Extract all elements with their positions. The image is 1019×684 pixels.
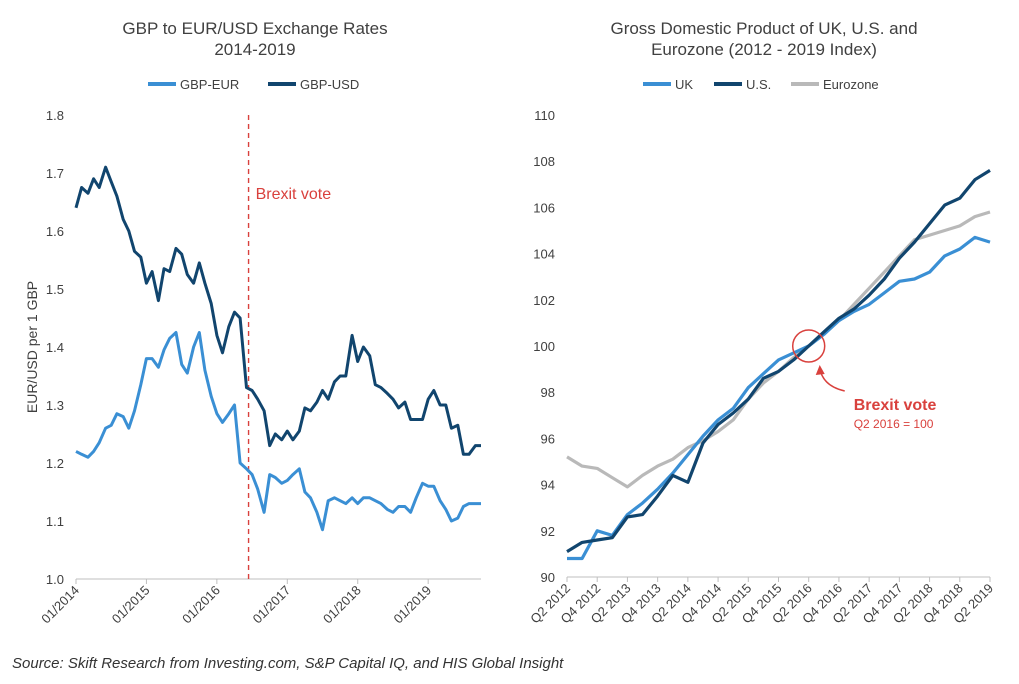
left-x-tick-label: 01/2018: [320, 583, 364, 627]
left-x-tick-label: 01/2019: [390, 583, 434, 627]
left-y-tick-label: 1.8: [46, 108, 64, 123]
right-y-tick-label: 110: [534, 108, 555, 123]
right-y-tick-label: 98: [541, 385, 555, 400]
left-y-tick-label: 1.3: [46, 398, 64, 413]
left-x-tick-label: 01/2015: [109, 583, 153, 627]
left-chart-title: GBP to EUR/USD Exchange Rates: [122, 19, 387, 38]
series-line-us: [566, 169, 991, 553]
right-y-tick-label: 90: [541, 570, 555, 585]
legend-label-gbp-usd: GBP-USD: [300, 77, 359, 92]
left-y-tick-label: 1.7: [46, 166, 64, 181]
series-line-gbp-eur: [75, 331, 481, 532]
brexit-vote-label: Brexit vote: [256, 186, 332, 203]
right-y-tick-label: 100: [533, 339, 555, 354]
series-line-uk: [567, 235, 991, 561]
legend-label-eurozone: Eurozone: [823, 77, 879, 92]
brexit-vote-circle: [791, 329, 826, 363]
right-y-tick-label: 108: [533, 154, 555, 169]
left-y-tick-label: 1.5: [46, 282, 64, 297]
right-y-tick-label: 104: [533, 247, 555, 262]
left-chart-subtitle: 2014-2019: [214, 40, 295, 59]
right-chart: UK U.S. Eurozone 90 92 94 96 98 100 102 104 106 108 1…: [527, 77, 996, 626]
brexit-vote-sublabel: Q2 2016 = 100: [854, 417, 934, 431]
left-x-tick-label: 01/2014: [38, 583, 82, 627]
source-note: Source: Skift Research from Investing.co…: [12, 655, 564, 672]
legend-label-us: U.S.: [746, 77, 771, 92]
right-chart-subtitle: Eurozone (2012 - 2019 Index): [651, 40, 877, 59]
left-x-tick-label: 01/2016: [179, 583, 223, 627]
legend-label-uk: UK: [675, 77, 693, 92]
left-y-tick-label: 1.1: [46, 514, 64, 529]
brexit-vote-arrowhead: [815, 365, 825, 375]
left-y-tick-label: 1.2: [46, 456, 64, 471]
right-y-tick-label: 92: [541, 524, 555, 539]
left-y-tick-label: 1.6: [46, 224, 64, 239]
right-y-tick-label: 106: [533, 200, 555, 215]
right-y-tick-label: 102: [533, 293, 555, 308]
legend-label-gbp-eur: GBP-EUR: [180, 77, 239, 92]
series-line-gbp-usd: [74, 165, 481, 456]
left-chart-y-axis-title: EUR/USD per 1 GBP: [24, 281, 40, 413]
brexit-vote-label: Brexit vote: [854, 397, 937, 414]
brexit-vote-arrow: [818, 367, 845, 392]
right-y-tick-label: 94: [541, 478, 555, 493]
right-y-tick-label: 96: [541, 431, 555, 446]
left-chart: GBP-EUR GBP-USD 1.0 1.1 1.2 1.3 1.4 1.5 1.6 1.7 1.…: [38, 77, 481, 626]
left-x-tick-label: 01/2017: [250, 583, 294, 627]
right-chart-title: Gross Domestic Product of UK, U.S. and: [610, 19, 917, 38]
left-y-tick-label: 1.0: [46, 572, 64, 587]
series-line-eurozone: [566, 210, 991, 489]
left-y-tick-label: 1.4: [46, 340, 64, 355]
